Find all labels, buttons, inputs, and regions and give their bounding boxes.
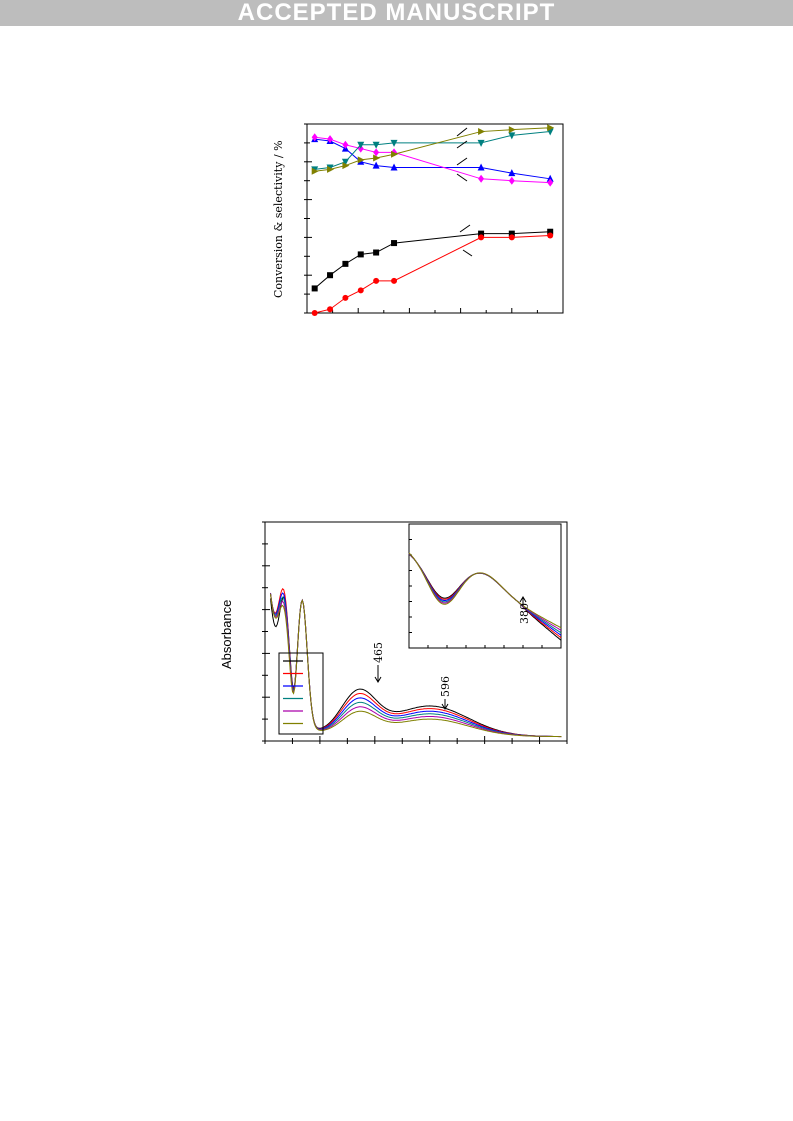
annotation-380: 380 — [518, 603, 531, 624]
chart1-data-point — [373, 154, 381, 162]
chart1-data-point — [508, 132, 516, 140]
chart1-series — [311, 124, 555, 316]
chart1-data-point — [357, 156, 365, 164]
chart1-data-point — [327, 306, 334, 313]
chart1-data-point — [478, 128, 486, 136]
chart1-data-point — [341, 158, 349, 166]
chart1-data-point — [357, 251, 364, 258]
chart1-data-point — [391, 240, 398, 247]
chart1-series-line — [314, 138, 551, 180]
inset-ticks — [408, 523, 562, 649]
inset-spectra — [408, 552, 562, 641]
chart1-data-point — [342, 294, 349, 301]
chart1-data-point — [547, 232, 554, 239]
chart1-ylabel: Conversion & selectivity / % — [272, 140, 285, 298]
chart-absorbance: Absorbance 465 596 380 — [219, 521, 568, 744]
chart1-data-point — [478, 234, 485, 241]
chart1-data-point — [372, 141, 380, 149]
chart1-data-point — [508, 230, 515, 237]
chart1-data-point — [311, 310, 318, 316]
inset-frame — [408, 523, 562, 649]
chart1-data-point — [342, 140, 349, 149]
chart2-legend — [278, 652, 324, 735]
chart1-data-point — [327, 272, 334, 279]
annotation-465: 465 — [372, 642, 385, 663]
chart1-data-point — [508, 126, 516, 134]
chart1-series-0 — [311, 228, 554, 292]
chart1-series-line — [314, 127, 551, 172]
chart1-data-point — [327, 165, 335, 173]
chart1-data-point — [372, 161, 380, 169]
chart2-ticks — [262, 521, 568, 744]
chart1-data-point — [327, 135, 334, 144]
chart1-series-5 — [311, 124, 555, 175]
chart1-pointer-arrows — [456, 127, 473, 257]
chart1-plot-frame — [306, 123, 564, 314]
chart-conversion-selectivity: Conversion & selectivity / % — [272, 123, 564, 316]
chart1-data-point — [342, 260, 349, 267]
chart1-series-3 — [311, 133, 554, 187]
chart1-data-point — [311, 133, 318, 142]
chart1-data-point — [311, 167, 319, 175]
chart1-series-line — [314, 231, 551, 289]
chart1-data-point — [477, 163, 485, 171]
chart1-data-point — [391, 277, 398, 284]
chart1-data-point — [477, 139, 485, 147]
chart1-data-point — [508, 176, 515, 185]
chart1-series-1 — [311, 232, 554, 316]
chart2-inset: 380 — [408, 523, 562, 649]
chart1-data-point — [391, 150, 399, 158]
chart2-spectrum-line — [270, 593, 562, 738]
chart1-data-point — [390, 163, 398, 171]
chart1-data-point — [547, 228, 554, 235]
chart1-data-point — [390, 139, 398, 147]
chart1-data-point — [311, 285, 318, 292]
chart1-series-2 — [311, 135, 554, 182]
chart2-ylabel: Absorbance — [219, 600, 234, 669]
chart2-legend-box — [278, 652, 324, 735]
chart1-data-point — [508, 234, 515, 241]
accepted-manuscript-banner: ACCEPTED MANUSCRIPT — [0, 0, 793, 26]
chart1-data-point — [342, 162, 350, 170]
chart1-data-point — [373, 277, 380, 284]
chart1-data-point — [357, 141, 365, 149]
chart1-data-point — [373, 148, 380, 157]
chart1-series-line — [314, 235, 551, 314]
chart1-data-point — [478, 230, 485, 237]
chart2-spectra — [270, 588, 562, 738]
chart1-data-point — [478, 174, 485, 183]
annotation-596: 596 — [439, 676, 452, 697]
chart1-data-point — [546, 174, 554, 182]
chart1-ticks — [304, 123, 564, 314]
chart1-data-point — [357, 287, 364, 294]
inset-spectrum-line — [408, 552, 562, 629]
chart1-data-point — [547, 178, 554, 187]
chart1-data-point — [508, 169, 516, 177]
chart1-data-point — [373, 249, 380, 256]
chart1-data-point — [547, 124, 555, 132]
